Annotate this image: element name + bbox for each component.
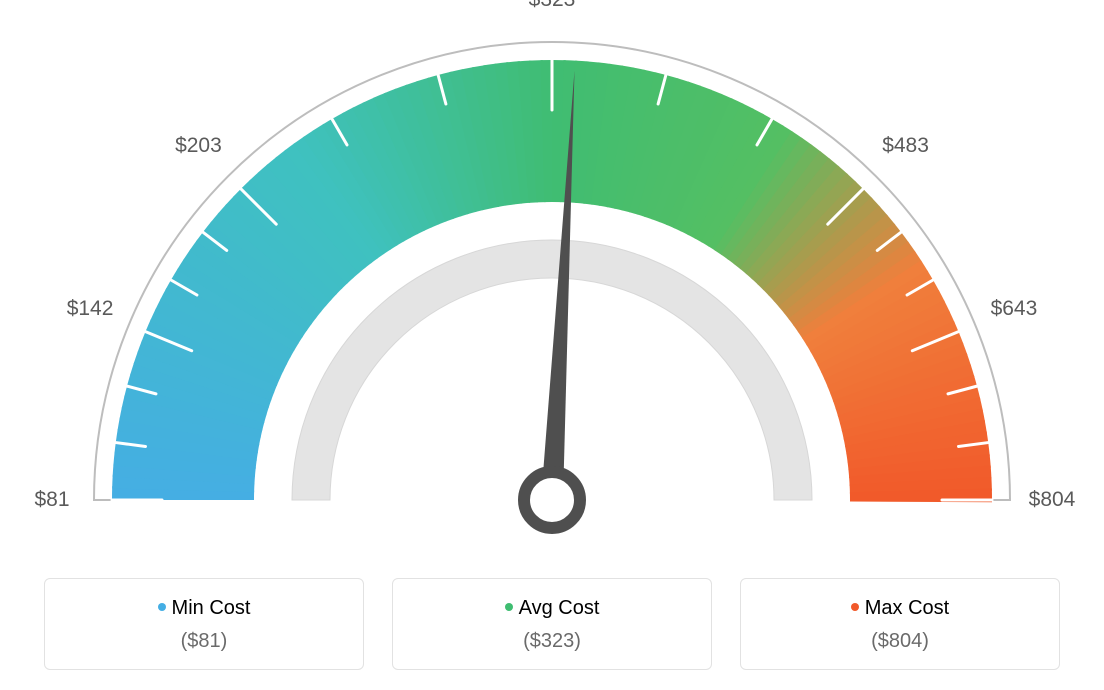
legend-label-avg: Avg Cost xyxy=(519,597,600,619)
legend-title-avg: Avg Cost xyxy=(403,597,701,620)
gauge-tick-label: $643 xyxy=(991,297,1038,321)
gauge-tick-label: $142 xyxy=(67,297,114,321)
gauge-svg xyxy=(0,0,1104,560)
legend-label-max: Max Cost xyxy=(865,597,949,619)
gauge-chart: $81 $142 $203 $323 $483 $643 $804 xyxy=(0,0,1104,550)
gauge-tick-label: $483 xyxy=(882,134,929,158)
legend-card-avg: Avg Cost ($323) xyxy=(392,578,712,670)
legend-card-min: Min Cost ($81) xyxy=(44,578,364,670)
gauge-tick-label: $81 xyxy=(34,488,69,512)
legend-dot-avg xyxy=(505,603,513,611)
gauge-tick-label: $203 xyxy=(175,134,222,158)
legend-label-min: Min Cost xyxy=(172,597,251,619)
legend-value-min: ($81) xyxy=(55,630,353,653)
legend-title-min: Min Cost xyxy=(55,597,353,620)
legend-value-max: ($804) xyxy=(751,630,1049,653)
legend-title-max: Max Cost xyxy=(751,597,1049,620)
legend-value-avg: ($323) xyxy=(403,630,701,653)
legend-dot-max xyxy=(851,603,859,611)
legend-row: Min Cost ($81) Avg Cost ($323) Max Cost … xyxy=(0,578,1104,670)
legend-dot-min xyxy=(158,603,166,611)
gauge-tick-label: $323 xyxy=(529,0,576,12)
legend-card-max: Max Cost ($804) xyxy=(740,578,1060,670)
gauge-tick-label: $804 xyxy=(1029,488,1076,512)
